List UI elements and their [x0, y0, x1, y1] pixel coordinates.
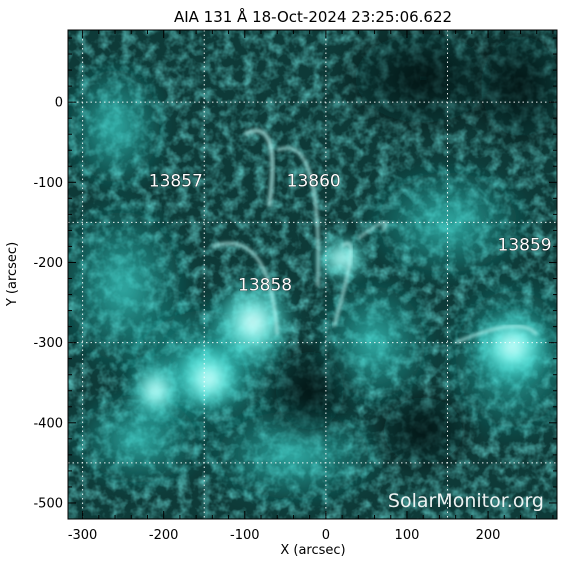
region-label-13858: 13858 [238, 276, 292, 296]
y-axis-label: Y (arcsec) [5, 242, 20, 307]
emission-blob [261, 334, 359, 447]
y-axis: 0 -100 -200 -300 -400 -500 [33, 37, 557, 520]
y-tick-label: -300 [33, 336, 63, 351]
region-label-13859: 13859 [498, 235, 552, 255]
coronal-loop [332, 241, 353, 328]
emission-blob [358, 158, 537, 287]
x-tick-label: 100 [395, 528, 420, 543]
plot-frame [67, 29, 558, 520]
x-tick-label: -200 [149, 528, 179, 543]
coronal-loop [243, 128, 275, 207]
emission-blob [366, 382, 480, 479]
y-tick-label: -500 [33, 496, 63, 511]
coronal-loop [357, 220, 388, 240]
emission-blob [127, 358, 184, 423]
coronal-loops [211, 128, 538, 345]
emission-blob [471, 310, 553, 383]
emission-structures [68, 30, 557, 511]
region-label-13857: 13857 [149, 171, 203, 191]
emission-blob [463, 30, 557, 159]
x-tick-label: -100 [230, 528, 260, 543]
solar-image: 13857 13860 13858 13859 SolarMonitor.org [68, 30, 557, 519]
coronal-loop [455, 324, 538, 345]
region-labels: 13857 13860 13858 13859 [149, 171, 552, 296]
emission-blob [171, 342, 245, 415]
region-label-13860: 13860 [287, 171, 341, 191]
y-tick-label: -100 [33, 176, 63, 191]
watermark: SolarMonitor.org [388, 490, 544, 512]
x-tick-label: -300 [68, 528, 98, 543]
coronal-loop [276, 146, 320, 287]
emission-blob [208, 274, 298, 371]
emission-blob [313, 234, 371, 283]
x-axis-label: X (arcsec) [280, 543, 345, 558]
coordinate-grid [68, 30, 557, 519]
emission-blob [68, 54, 172, 199]
y-tick-label: -400 [33, 416, 63, 431]
x-tick-label: 0 [322, 528, 330, 543]
y-tick-label: 0 [55, 96, 63, 111]
y-tick-label: -200 [33, 256, 63, 271]
x-tick-label: 200 [476, 528, 501, 543]
chart-title: AIA 131 Å 18-Oct-2024 23:25:06.622 [174, 7, 452, 26]
x-axis: -300 -200 -100 0 100 200 [68, 30, 554, 543]
coronal-loop [211, 241, 279, 335]
